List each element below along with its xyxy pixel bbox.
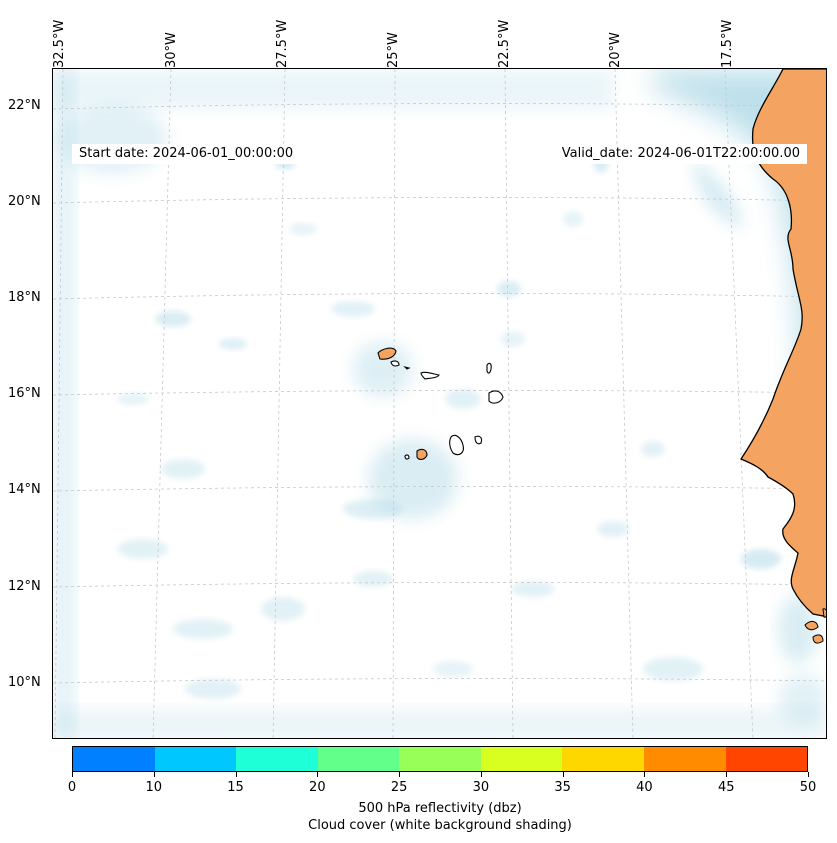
colorbar-tick-mark [726, 772, 728, 777]
reflectivity-colorbar [72, 746, 808, 772]
map-panel: Start date: 2024-06-01_00:00:00 Valid_da… [52, 68, 827, 739]
colorbar-tick-label: 30 [472, 780, 490, 795]
sao-vicente [390, 360, 400, 367]
colorbar-tick-label: 50 [799, 780, 817, 795]
sao-nicolau [420, 371, 440, 380]
colorbar-tick-mark [480, 772, 482, 777]
colorbar-segment [154, 747, 237, 771]
longitude-label: 17.5°W [720, 8, 737, 68]
longitude-label: 20°W [608, 8, 625, 68]
map-gridlines [53, 69, 826, 738]
colorbar-segment [236, 747, 318, 771]
colorbar-tick-label: 25 [390, 780, 408, 795]
cloud-cover-shading [53, 69, 826, 738]
colorbar-tick-label: 40 [636, 780, 653, 795]
valid-date-text: Valid_date: 2024-06-01T22:00:00.00 [561, 146, 800, 161]
colorbar-tick-mark [562, 772, 564, 777]
longitude-label: 22.5°W [497, 8, 514, 68]
colorbar-tick-mark [399, 772, 401, 777]
colorbar-tick-mark [235, 772, 237, 777]
santa-luzia [403, 365, 411, 370]
latitude-label: 18°N [8, 290, 41, 305]
colorbar-segment [643, 747, 726, 771]
longitude-label: 30°W [164, 8, 181, 68]
santiago [449, 434, 464, 456]
latitude-label: 12°N [8, 579, 41, 594]
sal [486, 362, 492, 374]
colorbar-subtitle: Cloud cover (white background shading) [308, 818, 572, 833]
start-date-box: Start date: 2024-06-01_00:00:00 [72, 144, 301, 164]
longitude-label: 25°W [386, 8, 403, 68]
colorbar-tick-mark [153, 772, 155, 777]
cape-verde-islands [377, 347, 504, 460]
colorbar-tick-mark [808, 772, 809, 777]
colorbar-title: 500 hPa reflectivity (dbz) [358, 801, 522, 816]
longitude-label-text: 22.5°W [497, 19, 512, 68]
colorbar-tick-label: 0 [67, 780, 77, 795]
fogo [416, 448, 428, 460]
bissagos-islands [804, 608, 826, 644]
colorbar-tick-label: 20 [309, 780, 326, 795]
longitude-label-text: 27.5°W [275, 19, 290, 68]
valid-date-box: Valid_date: 2024-06-01T22:00:00.00 [554, 144, 807, 164]
west-africa-landmass [740, 69, 826, 644]
map-canvas [53, 69, 826, 738]
colorbar-segment [562, 747, 644, 771]
colorbar-tick-mark [644, 772, 646, 777]
santo-antao [377, 347, 397, 360]
longitude-label-text: 30°W [164, 32, 179, 68]
start-date-text: Start date: 2024-06-01_00:00:00 [79, 146, 294, 161]
longitude-label-text: 32.5°W [52, 19, 67, 68]
colorbar-tick-label: 15 [227, 780, 244, 795]
longitude-label-text: 25°W [386, 32, 401, 68]
latitude-label: 16°N [8, 386, 41, 401]
colorbar-segment [725, 747, 808, 771]
longitude-label-text: 17.5°W [720, 19, 735, 68]
colorbar-tick-mark [317, 772, 319, 777]
latitude-label: 22°N [8, 98, 41, 113]
colorbar-segment [399, 747, 481, 771]
colorbar-tick-label: 35 [554, 780, 571, 795]
latitude-label: 10°N [8, 675, 41, 690]
colorbar-tick-mark [72, 772, 73, 777]
colorbar-segment [73, 747, 155, 771]
longitude-label: 32.5°W [52, 8, 69, 68]
brava [404, 454, 410, 460]
colorbar-segment [480, 747, 563, 771]
latitude-label: 14°N [8, 482, 41, 497]
colorbar-tick-label: 10 [145, 780, 163, 795]
boa-vista [488, 390, 504, 404]
longitude-label-text: 20°W [608, 32, 623, 68]
latitude-label: 20°N [8, 194, 41, 209]
mainland-africa [740, 69, 826, 618]
colorbar-segment [317, 747, 400, 771]
longitude-label: 27.5°W [275, 8, 292, 68]
maio [474, 435, 483, 445]
colorbar-tick-label: 45 [717, 780, 735, 795]
